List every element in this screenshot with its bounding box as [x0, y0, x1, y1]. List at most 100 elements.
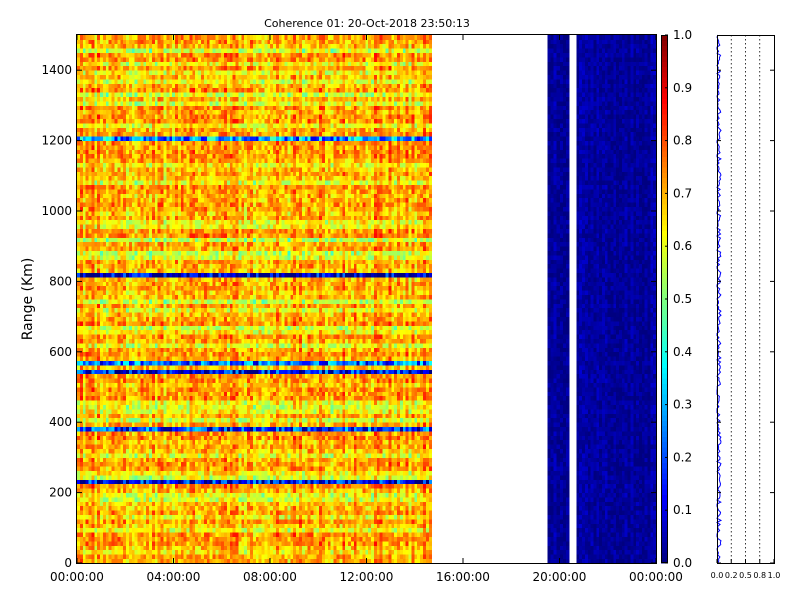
heatmap-cell [91, 444, 94, 449]
heatmap-cell [100, 53, 103, 58]
heatmap-cell [97, 440, 100, 445]
heatmap-cell [100, 519, 103, 524]
heatmap-cell [94, 229, 97, 234]
heatmap-cell [109, 541, 112, 546]
heatmap-cell [100, 475, 103, 480]
heatmap-cell [97, 488, 100, 493]
heatmap-cell [106, 171, 109, 176]
heatmap-cell [114, 550, 117, 555]
heatmap-cell [103, 127, 106, 132]
heatmap-cell [89, 176, 92, 181]
heatmap-cell [97, 176, 100, 181]
heatmap-cell [91, 211, 94, 216]
heatmap-cell [83, 149, 86, 154]
heatmap-cell [89, 136, 92, 141]
heatmap-cell [83, 264, 86, 269]
heatmap-cell [103, 114, 106, 119]
heatmap-cell [112, 431, 115, 436]
heatmap-cell [94, 66, 97, 71]
heatmap-cell [106, 523, 109, 528]
heatmap-cell [109, 462, 112, 467]
heatmap-cell [86, 193, 89, 198]
heatmap-cell [103, 268, 106, 273]
heatmap-cell [83, 101, 86, 106]
heatmap-cell [86, 378, 89, 383]
heatmap-cell [103, 462, 106, 467]
heatmap-cell [89, 66, 92, 71]
heatmap-cell [77, 57, 80, 62]
heatmap-cell [106, 242, 109, 247]
heatmap-cell [89, 154, 92, 159]
heatmap-cell [94, 110, 97, 115]
heatmap-cell [91, 343, 94, 348]
heatmap-cell [77, 528, 80, 533]
heatmap-cell [112, 325, 115, 330]
heatmap-cell [80, 141, 83, 146]
heatmap-cell [100, 374, 103, 379]
heatmap-cell [100, 39, 103, 44]
heatmap-cell [109, 198, 112, 203]
heatmap-cell [94, 57, 97, 62]
heatmap-cell [114, 488, 117, 493]
heatmap-cell [86, 141, 89, 146]
heatmap-cell [94, 405, 97, 410]
heatmap-cell [83, 541, 86, 546]
heatmap-cell [83, 387, 86, 392]
heatmap-cell [86, 325, 89, 330]
heatmap-cell [83, 39, 86, 44]
heatmap-cell [86, 53, 89, 58]
heatmap-cell [89, 110, 92, 115]
heatmap-cell [80, 312, 83, 317]
heatmap-cell [77, 259, 80, 264]
heatmap-cell [103, 44, 106, 49]
heatmap-cell [77, 356, 80, 361]
heatmap-cell [80, 523, 83, 528]
heatmap-cell [89, 286, 92, 291]
heatmap-cell [80, 180, 83, 185]
heatmap-cell [86, 488, 89, 493]
heatmap-cell [80, 537, 83, 542]
heatmap-cell [91, 44, 94, 49]
heatmap-cell [80, 211, 83, 216]
heatmap-cell [106, 92, 109, 97]
heatmap-cell [106, 75, 109, 80]
heatmap-cell [103, 405, 106, 410]
heatmap-cell [83, 171, 86, 176]
heatmap-cell [109, 523, 112, 528]
heatmap-cell [89, 211, 92, 216]
heatmap-cell [89, 83, 92, 88]
heatmap-cell [109, 207, 112, 212]
heatmap-cell [83, 550, 86, 555]
heatmap-cell [97, 312, 100, 317]
heatmap-cell [112, 75, 115, 80]
heatmap-cell [86, 79, 89, 84]
heatmap-cell [77, 532, 80, 537]
heatmap-cell [86, 101, 89, 106]
heatmap-cell [114, 515, 117, 520]
heatmap-cell [86, 237, 89, 242]
heatmap-cell [94, 418, 97, 423]
heatmap-cell [80, 105, 83, 110]
heatmap-cell [109, 475, 112, 480]
heatmap-cell [80, 229, 83, 234]
heatmap-cell [100, 347, 103, 352]
heatmap-cell [80, 83, 83, 88]
heatmap-cell [109, 251, 112, 256]
heatmap-cell [77, 422, 80, 427]
heatmap-cell [86, 105, 89, 110]
heatmap-cell [91, 277, 94, 282]
heatmap-cell [112, 149, 115, 154]
heatmap-cell [89, 479, 92, 484]
heatmap-cell [80, 215, 83, 220]
heatmap-cell [77, 295, 80, 300]
heatmap-cell [94, 545, 97, 550]
heatmap-cell [114, 475, 117, 480]
heatmap-cell [109, 409, 112, 414]
heatmap-cell [114, 528, 117, 533]
heatmap-cell [112, 119, 115, 124]
heatmap-cell [109, 145, 112, 150]
heatmap-cell [77, 185, 80, 190]
heatmap-cell [91, 488, 94, 493]
heatmap-cell [77, 330, 80, 335]
heatmap-cell [106, 185, 109, 190]
